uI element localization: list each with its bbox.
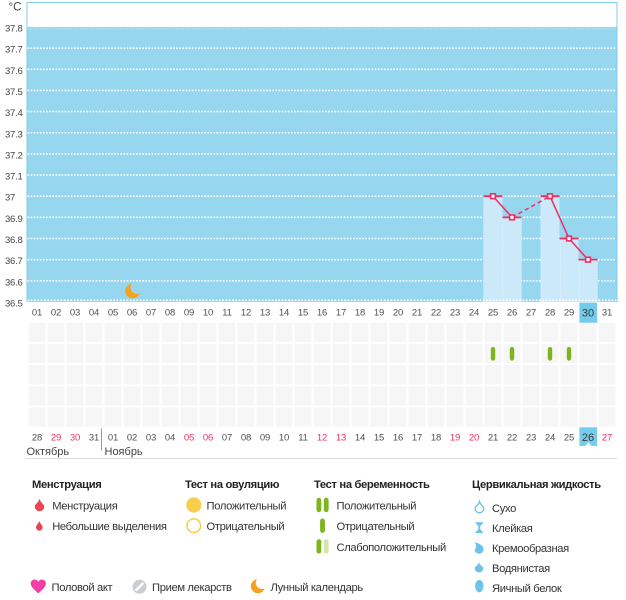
svg-text:06: 06 [203, 433, 213, 444]
svg-text:Лунный календарь: Лунный календарь [271, 582, 364, 594]
svg-text:37.4: 37.4 [5, 108, 23, 119]
svg-text:13: 13 [336, 433, 346, 444]
svg-text:Клейкая: Клейкая [492, 523, 533, 535]
svg-text:14: 14 [355, 433, 365, 444]
svg-text:29: 29 [564, 308, 574, 319]
svg-text:08: 08 [241, 433, 251, 444]
svg-text:23: 23 [526, 433, 536, 444]
svg-text:Небольшие выделения: Небольшие выделения [52, 521, 167, 533]
svg-text:30: 30 [70, 433, 80, 444]
svg-text:28: 28 [545, 308, 555, 319]
svg-text:22: 22 [431, 308, 441, 319]
svg-text:10: 10 [203, 308, 213, 319]
svg-text:12: 12 [241, 308, 251, 319]
svg-text:Менструация: Менструация [52, 500, 118, 512]
svg-text:37.3: 37.3 [5, 129, 23, 140]
svg-text:25: 25 [488, 308, 498, 319]
svg-text:Яичный белок: Яичный белок [492, 583, 562, 595]
svg-text:02: 02 [127, 433, 137, 444]
svg-text:Менструация: Менструация [32, 479, 101, 491]
svg-text:17: 17 [412, 433, 422, 444]
svg-text:Сухо: Сухо [492, 503, 516, 515]
svg-text:03: 03 [146, 433, 156, 444]
svg-text:27: 27 [526, 308, 536, 319]
svg-text:36.7: 36.7 [5, 256, 23, 267]
svg-text:37.8: 37.8 [5, 24, 23, 35]
svg-text:13: 13 [260, 308, 270, 319]
svg-text:18: 18 [431, 433, 441, 444]
svg-text:05: 05 [108, 308, 118, 319]
svg-text:Положительный: Положительный [337, 500, 417, 512]
svg-text:26: 26 [507, 308, 517, 319]
svg-text:09: 09 [260, 433, 270, 444]
svg-text:Кремообразная: Кремообразная [492, 543, 569, 555]
svg-text:04: 04 [89, 308, 99, 319]
svg-text:21: 21 [488, 433, 498, 444]
svg-text:Тест на беременность: Тест на беременность [314, 479, 430, 491]
svg-text:16: 16 [393, 433, 403, 444]
svg-text:Октябрь: Октябрь [27, 446, 70, 458]
svg-text:26: 26 [582, 432, 594, 444]
svg-text:Прием лекарств: Прием лекарств [152, 582, 232, 594]
svg-text:24: 24 [545, 433, 555, 444]
svg-text:36.8: 36.8 [5, 235, 23, 246]
svg-text:Водянистая: Водянистая [492, 563, 550, 575]
svg-text:08: 08 [165, 308, 175, 319]
svg-text:11: 11 [298, 433, 307, 444]
svg-text:01: 01 [32, 308, 42, 319]
svg-text:Отрицательный: Отрицательный [207, 521, 285, 533]
svg-text:28: 28 [32, 433, 42, 444]
svg-text:Положительный: Положительный [207, 500, 287, 512]
svg-text:17: 17 [336, 308, 346, 319]
svg-text:15: 15 [374, 433, 384, 444]
svg-text:10: 10 [279, 433, 289, 444]
svg-text:11: 11 [222, 308, 231, 319]
svg-text:24: 24 [469, 308, 479, 319]
svg-text:Половой акт: Половой акт [52, 582, 113, 594]
svg-text:°C: °C [9, 1, 22, 13]
svg-text:23: 23 [450, 308, 460, 319]
svg-text:20: 20 [393, 308, 403, 319]
svg-text:16: 16 [317, 308, 327, 319]
svg-text:37.5: 37.5 [5, 87, 23, 98]
svg-text:36.6: 36.6 [5, 277, 23, 288]
svg-text:05: 05 [184, 433, 194, 444]
svg-text:30: 30 [582, 307, 594, 319]
svg-text:Ноябрь: Ноябрь [105, 446, 143, 458]
svg-text:36.5: 36.5 [5, 298, 23, 309]
svg-text:Отрицательный: Отрицательный [337, 521, 415, 533]
svg-text:09: 09 [184, 308, 194, 319]
svg-text:19: 19 [374, 308, 384, 319]
svg-text:12: 12 [317, 433, 327, 444]
svg-text:31: 31 [89, 433, 99, 444]
svg-text:37.1: 37.1 [5, 172, 23, 183]
svg-text:15: 15 [298, 308, 308, 319]
svg-text:18: 18 [355, 308, 365, 319]
svg-text:22: 22 [507, 433, 517, 444]
svg-text:Слабоположительный: Слабоположительный [337, 542, 446, 554]
svg-text:21: 21 [412, 308, 422, 319]
svg-text:Цервикальная жидкость: Цервикальная жидкость [472, 479, 601, 491]
svg-text:37.2: 37.2 [5, 150, 23, 161]
svg-text:27: 27 [602, 433, 612, 444]
svg-text:31: 31 [602, 308, 612, 319]
svg-text:02: 02 [51, 308, 61, 319]
svg-text:03: 03 [70, 308, 80, 319]
svg-text:07: 07 [222, 433, 232, 444]
svg-text:29: 29 [51, 433, 61, 444]
svg-text:14: 14 [279, 308, 289, 319]
svg-text:37.7: 37.7 [5, 45, 23, 56]
svg-text:Тест на овуляцию: Тест на овуляцию [185, 479, 280, 491]
svg-text:01: 01 [108, 433, 118, 444]
svg-text:06: 06 [127, 308, 137, 319]
svg-text:07: 07 [146, 308, 156, 319]
svg-text:20: 20 [469, 433, 479, 444]
svg-text:37.6: 37.6 [5, 66, 23, 77]
svg-text:04: 04 [165, 433, 175, 444]
svg-text:19: 19 [450, 433, 460, 444]
svg-text:25: 25 [564, 433, 574, 444]
svg-text:37: 37 [5, 193, 15, 204]
svg-text:36.9: 36.9 [5, 214, 23, 225]
